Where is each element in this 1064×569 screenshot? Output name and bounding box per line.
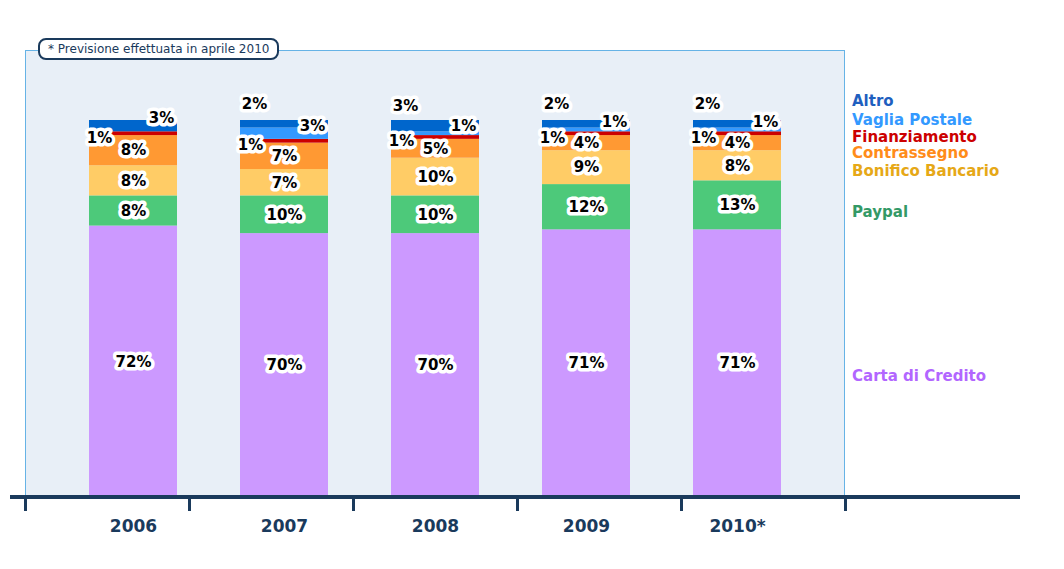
svg-text:13%: 13% — [720, 196, 756, 214]
svg-text:3%: 3% — [149, 109, 174, 127]
svg-text:1%: 1% — [238, 136, 263, 154]
svg-text:2007: 2007 — [261, 516, 308, 536]
svg-text:71%: 71% — [569, 354, 605, 372]
svg-text:8%: 8% — [121, 141, 146, 159]
svg-text:2%: 2% — [242, 95, 267, 113]
svg-text:71%: 71% — [720, 354, 756, 372]
svg-text:3%: 3% — [300, 116, 325, 134]
svg-text:9%: 9% — [574, 158, 599, 176]
svg-text:2008: 2008 — [412, 516, 459, 536]
html-text:Vaglia Postale: Vaglia Postale — [852, 111, 973, 129]
svg-text:72%: 72% — [116, 353, 152, 371]
svg-text:2009: 2009 — [563, 516, 610, 536]
svg-text:8%: 8% — [121, 172, 146, 190]
svg-text:7%: 7% — [272, 174, 297, 192]
svg-text:2%: 2% — [695, 95, 720, 113]
svg-text:2010*: 2010* — [709, 516, 765, 536]
svg-text:3%: 3% — [393, 97, 418, 115]
svg-text:70%: 70% — [267, 356, 303, 374]
svg-text:10%: 10% — [267, 206, 303, 224]
svg-text:2006: 2006 — [110, 516, 157, 536]
html-text:Contrassegno: Contrassegno — [852, 144, 969, 162]
html-text:* Previsione effettuata in apr: * Previsione effettuata in aprile 2010 — [48, 42, 270, 56]
html-text:Bonifico Bancario: Bonifico Bancario — [852, 162, 1000, 180]
svg-text:1%: 1% — [540, 128, 565, 146]
svg-text:10%: 10% — [418, 206, 454, 224]
svg-text:4%: 4% — [574, 134, 599, 152]
svg-text:2%: 2% — [544, 95, 569, 113]
html-text:Altro: Altro — [852, 92, 894, 110]
svg-text:8%: 8% — [725, 157, 750, 175]
html-text:Paypal: Paypal — [852, 203, 908, 221]
svg-text:70%: 70% — [418, 356, 454, 374]
svg-text:5%: 5% — [423, 140, 448, 158]
svg-text:12%: 12% — [569, 198, 605, 216]
svg-text:1%: 1% — [87, 128, 112, 146]
svg-text:7%: 7% — [272, 147, 297, 165]
svg-text:10%: 10% — [418, 168, 454, 186]
svg-text:1%: 1% — [602, 113, 627, 131]
html-text:Carta di Credito: Carta di Credito — [852, 367, 987, 385]
svg-text:8%: 8% — [121, 202, 146, 220]
html-text:Finanziamento: Finanziamento — [852, 128, 977, 146]
svg-text:1%: 1% — [753, 113, 778, 131]
svg-text:1%: 1% — [389, 132, 414, 150]
svg-text:1%: 1% — [451, 116, 476, 134]
svg-text:1%: 1% — [691, 128, 716, 146]
svg-text:4%: 4% — [725, 134, 750, 152]
